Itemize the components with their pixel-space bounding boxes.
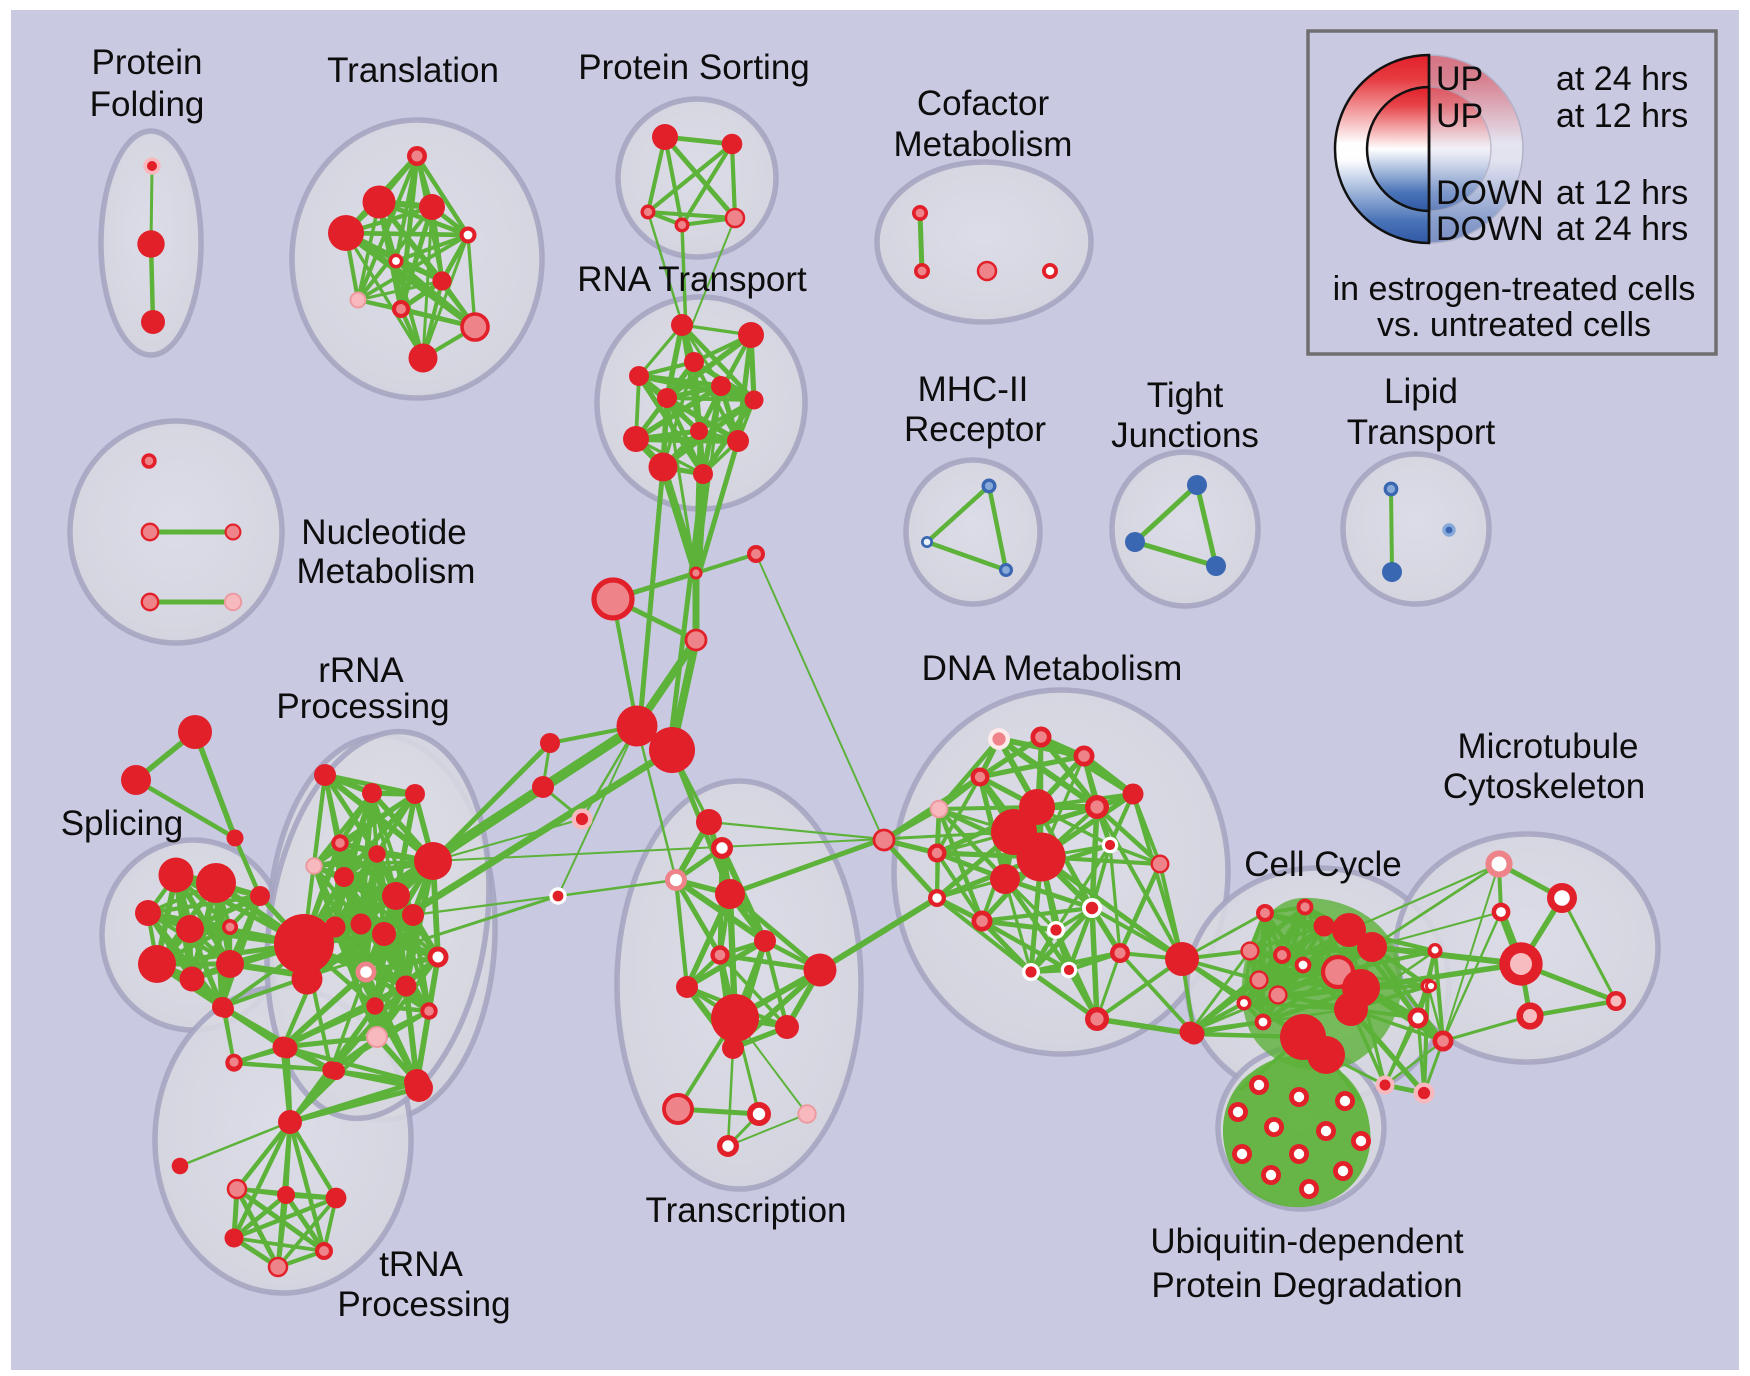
- svg-text:Protein: Protein: [92, 43, 203, 82]
- svg-text:vs. untreated cells: vs. untreated cells: [1377, 306, 1651, 344]
- svg-text:in estrogen-treated cells: in estrogen-treated cells: [1333, 270, 1696, 308]
- svg-text:MHC-II: MHC-II: [918, 370, 1029, 409]
- svg-text:Processing: Processing: [276, 687, 449, 726]
- svg-text:Metabolism: Metabolism: [297, 552, 476, 591]
- svg-text:at 12 hrs: at 12 hrs: [1556, 97, 1688, 135]
- svg-text:tRNA: tRNA: [379, 1245, 463, 1284]
- svg-text:Tight: Tight: [1147, 376, 1224, 415]
- svg-text:Nucleotide: Nucleotide: [301, 513, 466, 552]
- svg-text:RNA Transport: RNA Transport: [577, 260, 807, 299]
- svg-text:UP: UP: [1436, 60, 1483, 98]
- svg-text:UP: UP: [1436, 97, 1483, 135]
- svg-text:Lipid: Lipid: [1384, 372, 1458, 411]
- svg-text:Transcription: Transcription: [646, 1191, 847, 1230]
- svg-text:Receptor: Receptor: [904, 410, 1046, 449]
- svg-text:Microtubule: Microtubule: [1458, 727, 1639, 766]
- svg-text:DOWN: DOWN: [1436, 210, 1544, 248]
- svg-text:Metabolism: Metabolism: [894, 125, 1073, 164]
- svg-text:rRNA: rRNA: [318, 651, 404, 690]
- svg-text:Ubiquitin-dependent: Ubiquitin-dependent: [1150, 1222, 1464, 1261]
- svg-text:DOWN: DOWN: [1436, 174, 1544, 212]
- svg-text:at 24 hrs: at 24 hrs: [1556, 60, 1688, 98]
- svg-text:at 12 hrs: at 12 hrs: [1556, 174, 1688, 212]
- svg-text:Cell Cycle: Cell Cycle: [1244, 845, 1402, 884]
- svg-text:Processing: Processing: [337, 1285, 510, 1324]
- svg-text:Folding: Folding: [90, 85, 205, 124]
- svg-text:Cytoskeleton: Cytoskeleton: [1443, 767, 1645, 806]
- svg-text:DNA Metabolism: DNA Metabolism: [922, 649, 1183, 688]
- svg-text:Transport: Transport: [1347, 413, 1496, 452]
- svg-text:Protein Degradation: Protein Degradation: [1151, 1266, 1462, 1305]
- svg-text:Junctions: Junctions: [1111, 416, 1259, 455]
- svg-text:at 24 hrs: at 24 hrs: [1556, 210, 1688, 248]
- svg-text:Protein Sorting: Protein Sorting: [578, 48, 810, 87]
- svg-text:Splicing: Splicing: [61, 804, 184, 843]
- svg-text:Cofactor: Cofactor: [917, 84, 1050, 123]
- svg-text:Translation: Translation: [327, 51, 499, 90]
